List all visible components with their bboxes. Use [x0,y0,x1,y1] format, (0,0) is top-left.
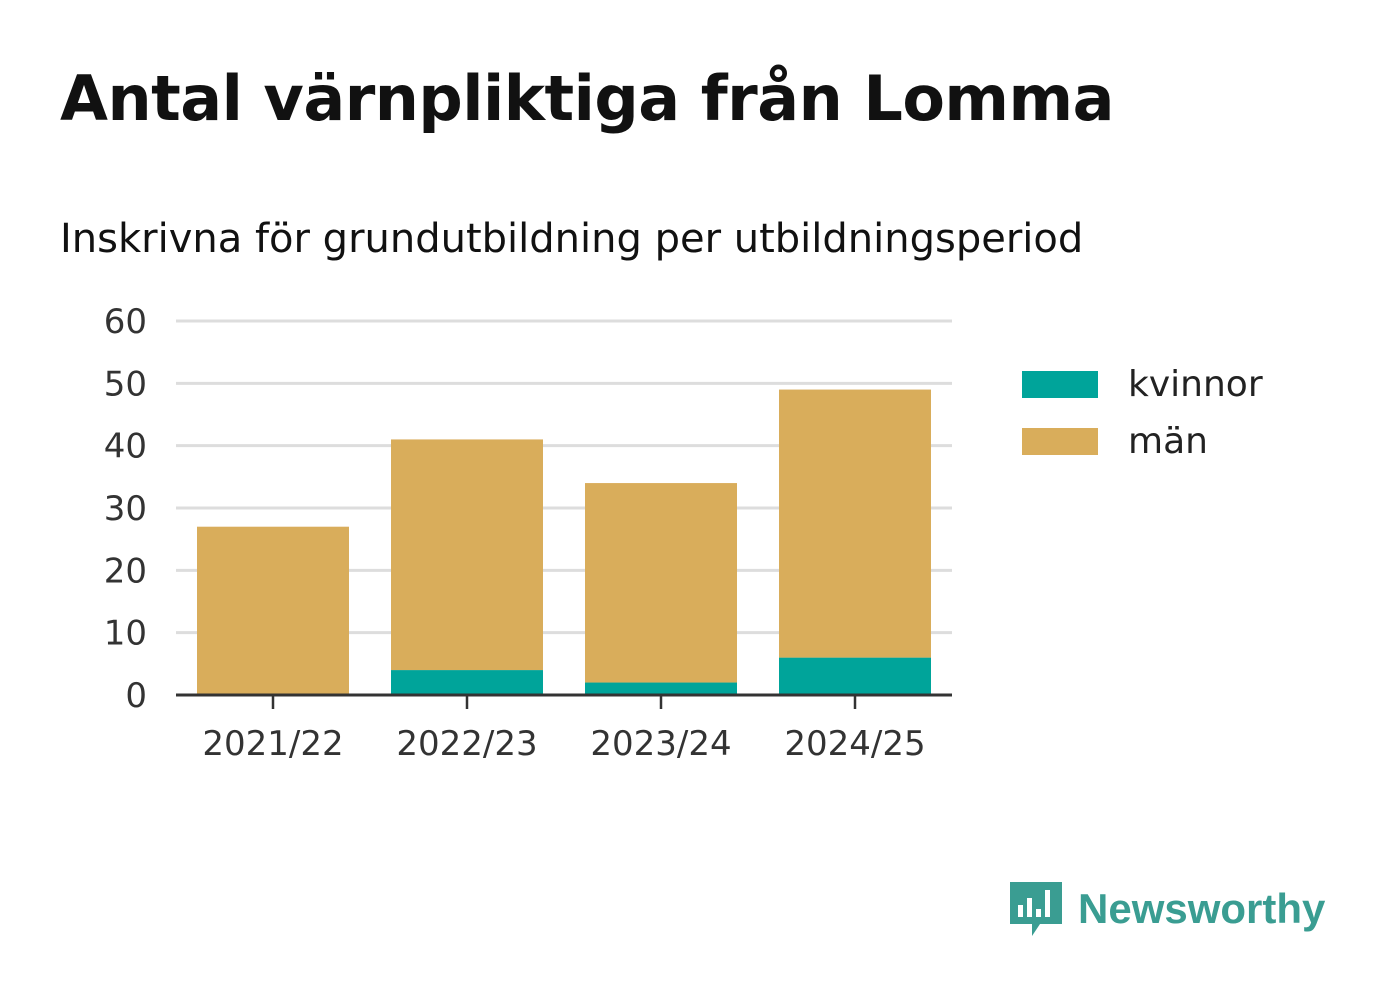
bar-man-2021-22 [197,526,349,695]
legend-item-man: män [1022,413,1263,470]
y-tick-label-10: 10 [104,614,147,654]
brand-name: Newsworthy [1078,885,1326,932]
newsworthy-brand: Newsworthy [1010,878,1325,940]
stacked-bar-chart: 0 10 20 30 40 50 60 2021/22 2022/23 2023/24 2024/2… [104,302,952,764]
chart-title: Antal värnpliktiga från Lomma [60,62,1114,135]
newsworthy-logo-icon [1010,882,1062,936]
y-tick-label-0: 0 [125,676,147,716]
x-tick-label-2021-22: 2021/22 [202,724,343,764]
x-tick-label-2024-25: 2024/25 [784,724,925,764]
y-tick-label-40: 40 [104,427,147,467]
legend: kvinnor män [1022,356,1263,470]
x-tick-label-2023-24: 2023/24 [590,724,731,764]
legend-label-man: män [1128,421,1208,462]
bar-man-2022-23 [391,439,543,671]
bar-kvinnor-2024-25 [779,657,931,695]
y-tick-label-60: 60 [104,302,147,342]
bar-kvinnor-2023-24 [585,682,737,695]
legend-swatch-kvinnor [1022,371,1098,398]
legend-label-kvinnor: kvinnor [1128,364,1263,405]
y-tick-label-50: 50 [104,364,147,404]
x-tick-label-2022-23: 2022/23 [396,724,537,764]
bar-man-2024-25 [779,389,931,658]
bar-man-2023-24 [585,483,737,683]
chart-subtitle: Inskrivna för grundutbildning per utbild… [60,216,1084,262]
bar-kvinnor-2022-23 [391,670,543,695]
legend-swatch-man [1022,428,1098,455]
y-tick-label-30: 30 [104,489,147,529]
legend-item-kvinnor: kvinnor [1022,356,1263,413]
y-tick-label-20: 20 [104,551,147,591]
